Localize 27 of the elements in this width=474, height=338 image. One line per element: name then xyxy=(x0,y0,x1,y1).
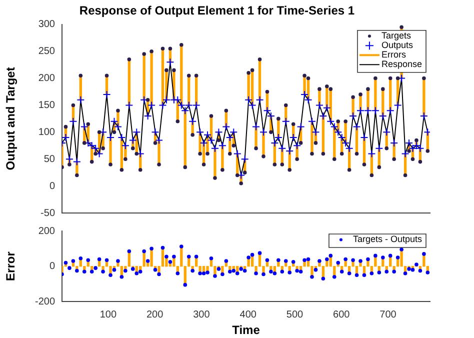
y-tick-label: 0 xyxy=(49,261,56,272)
x-tick-label: 100 xyxy=(100,309,117,320)
legend-label: Targets xyxy=(381,30,412,41)
chart-title: Response of Output Element 1 for Time-Series 1 xyxy=(79,4,355,18)
y-tick-label: 200 xyxy=(38,73,56,84)
legend-label: Errors xyxy=(381,50,406,60)
y-tick-label: 250 xyxy=(38,46,56,58)
x-tick-label: 600 xyxy=(333,309,350,320)
y-tick-label: -200 xyxy=(34,296,56,308)
y-tick-label: -50 xyxy=(40,208,56,219)
x-tick-label: 500 xyxy=(286,309,304,320)
x-tick-label: 200 xyxy=(146,309,164,320)
legend-label: Outputs xyxy=(381,40,414,50)
x-tick-label: 300 xyxy=(193,309,210,320)
x-axis-title: Time xyxy=(232,323,260,338)
y-tick-label: 200 xyxy=(38,226,56,237)
legend-label: Response xyxy=(381,59,422,70)
y-tick-label: 300 xyxy=(38,19,56,30)
y-tick-label: 50 xyxy=(44,154,56,165)
x-tick-label: 400 xyxy=(240,309,257,320)
y-tick-label: 150 xyxy=(38,100,56,111)
y-axis-title: Output and Target xyxy=(4,67,18,170)
y-axis-title: Error xyxy=(4,251,18,281)
y-tick-label: 0 xyxy=(49,180,56,192)
legend-label: Targets - Outputs xyxy=(352,234,422,244)
x-tick-label: 700 xyxy=(380,309,397,320)
y-tick-label: 100 xyxy=(38,126,56,138)
